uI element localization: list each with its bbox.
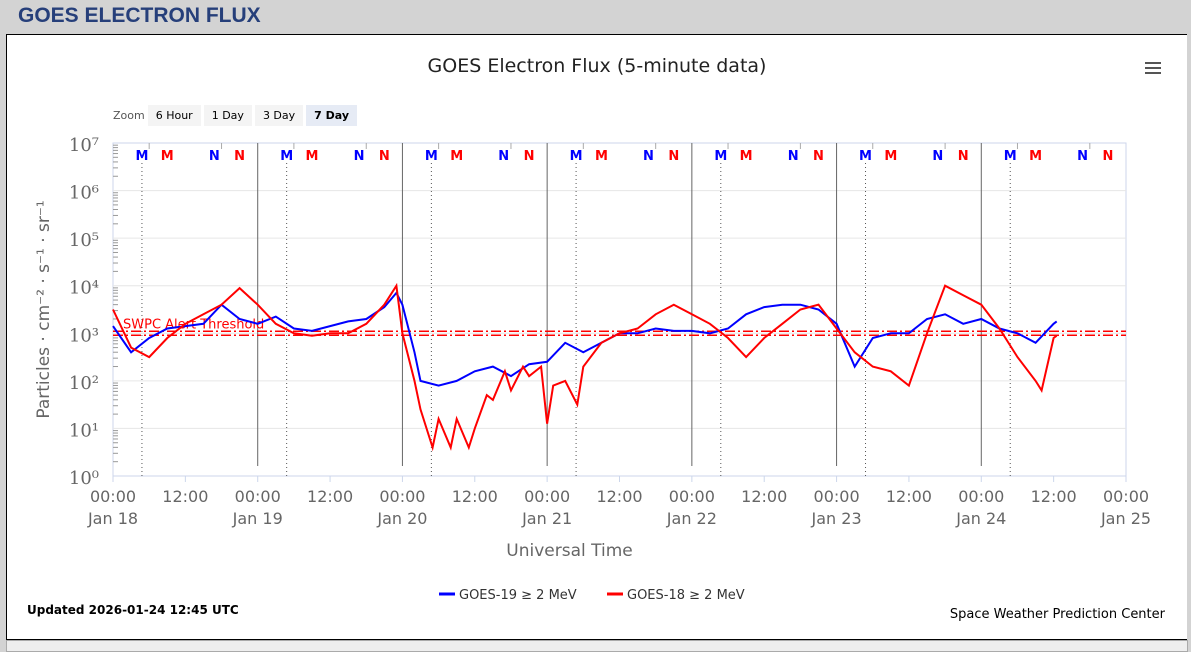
x-tick-label: 12:00 <box>886 487 932 506</box>
position-marker-N: N <box>209 149 220 164</box>
x-tick-date: Jan 25 <box>1100 509 1151 528</box>
position-marker-M: M <box>1029 149 1042 164</box>
position-marker-N: N <box>668 149 679 164</box>
hamburger-menu-icon[interactable] <box>1145 59 1161 77</box>
legend-item: GOES-18 ≥ 2 MeV <box>627 588 745 603</box>
plot-area <box>112 142 1127 477</box>
position-marker-N: N <box>1077 149 1088 164</box>
position-marker-M: M <box>280 149 293 164</box>
position-marker-N: N <box>354 149 365 164</box>
position-marker-N: N <box>524 149 535 164</box>
zoom-7-day-button[interactable]: 7 Day <box>306 105 358 126</box>
x-tick-label: 12:00 <box>596 487 642 506</box>
position-marker-M: M <box>135 149 148 164</box>
x-tick-label: 12:00 <box>452 487 498 506</box>
horizontal-scrollbar[interactable] <box>6 640 1188 652</box>
position-marker-N: N <box>1102 149 1113 164</box>
position-marker-M: M <box>859 149 872 164</box>
position-marker-M: M <box>714 149 727 164</box>
position-marker-N: N <box>379 149 390 164</box>
page-header: GOES ELECTRON FLUX <box>18 4 261 27</box>
position-marker-N: N <box>234 149 245 164</box>
position-marker-N: N <box>788 149 799 164</box>
position-marker-M: M <box>595 149 608 164</box>
x-tick-label: 00:00 <box>1103 487 1149 506</box>
x-tick-date: Jan 24 <box>955 509 1006 528</box>
position-marker-N: N <box>958 149 969 164</box>
zoom-3-day-button[interactable]: 3 Day <box>254 105 304 126</box>
x-tick-date: Jan 20 <box>376 509 427 528</box>
position-marker-N: N <box>932 149 943 164</box>
y-axis-title: Particles · cm⁻² · s⁻¹ · sr⁻¹ <box>34 200 54 418</box>
zoom-6-hour-button[interactable]: 6 Hour <box>147 105 201 126</box>
credit-text: Space Weather Prediction Center <box>949 607 1165 622</box>
x-tick-date: Jan 18 <box>87 509 138 528</box>
position-marker-M: M <box>740 149 753 164</box>
y-tick-label: 10⁶ <box>69 183 99 204</box>
y-tick-label: 10⁵ <box>69 230 99 251</box>
chart-svg: 10⁰ 10¹ 10² 10³ 10⁴ 10⁵ 10⁶ 10⁷ 00:00 Jan 18 12:00… <box>34 135 1151 603</box>
x-tick-label: 12:00 <box>307 487 353 506</box>
x-tick-label: 00:00 <box>379 487 425 506</box>
y-tick-label: 10⁷ <box>69 135 99 156</box>
y-tick-label: 10⁴ <box>69 278 99 299</box>
x-tick-label: 00:00 <box>958 487 1004 506</box>
x-tick-label: 12:00 <box>741 487 787 506</box>
chart-panel: GOES Electron Flux (5-minute data) Zoom … <box>6 34 1187 640</box>
y-tick-label: 10⁰ <box>69 468 99 489</box>
x-tick-label: 00:00 <box>524 487 570 506</box>
position-marker-N: N <box>813 149 824 164</box>
y-tick-label: 10² <box>69 373 99 394</box>
updated-timestamp: Updated 2026-01-24 12:45 UTC <box>27 603 239 617</box>
series-line-goes18 <box>112 282 1058 452</box>
x-tick-date: Jan 23 <box>811 509 862 528</box>
y-tick-label: 10³ <box>69 325 99 346</box>
chart-title: GOES Electron Flux (5-minute data) <box>427 55 767 77</box>
x-tick-date: Jan 19 <box>232 509 283 528</box>
zoom-controls: Zoom 6 Hour 1 Day 3 Day 7 Day <box>113 105 358 126</box>
x-tick-date: Jan 22 <box>666 509 717 528</box>
x-tick-label: 00:00 <box>814 487 860 506</box>
y-tick-label: 10¹ <box>69 420 99 441</box>
position-marker-M: M <box>1004 149 1017 164</box>
x-tick-label: 00:00 <box>90 487 136 506</box>
position-marker-M: M <box>306 149 319 164</box>
position-marker-M: M <box>425 149 438 164</box>
position-marker-M: M <box>161 149 174 164</box>
position-marker-M: M <box>884 149 897 164</box>
position-marker-M: M <box>450 149 463 164</box>
position-marker-N: N <box>498 149 509 164</box>
x-tick-label: 00:00 <box>669 487 715 506</box>
zoom-1-day-button[interactable]: 1 Day <box>203 105 252 126</box>
x-tick-label: 12:00 <box>162 487 208 506</box>
legend-item: GOES-19 ≥ 2 MeV <box>459 588 577 603</box>
position-marker-N: N <box>643 149 654 164</box>
x-axis-title: Universal Time <box>506 541 632 561</box>
position-marker-M: M <box>570 149 583 164</box>
series-line-goes19 <box>112 291 1058 387</box>
zoom-label: Zoom <box>113 109 145 122</box>
x-tick-date: Jan 21 <box>521 509 572 528</box>
x-tick-label: 00:00 <box>235 487 281 506</box>
x-tick-label: 12:00 <box>1031 487 1077 506</box>
